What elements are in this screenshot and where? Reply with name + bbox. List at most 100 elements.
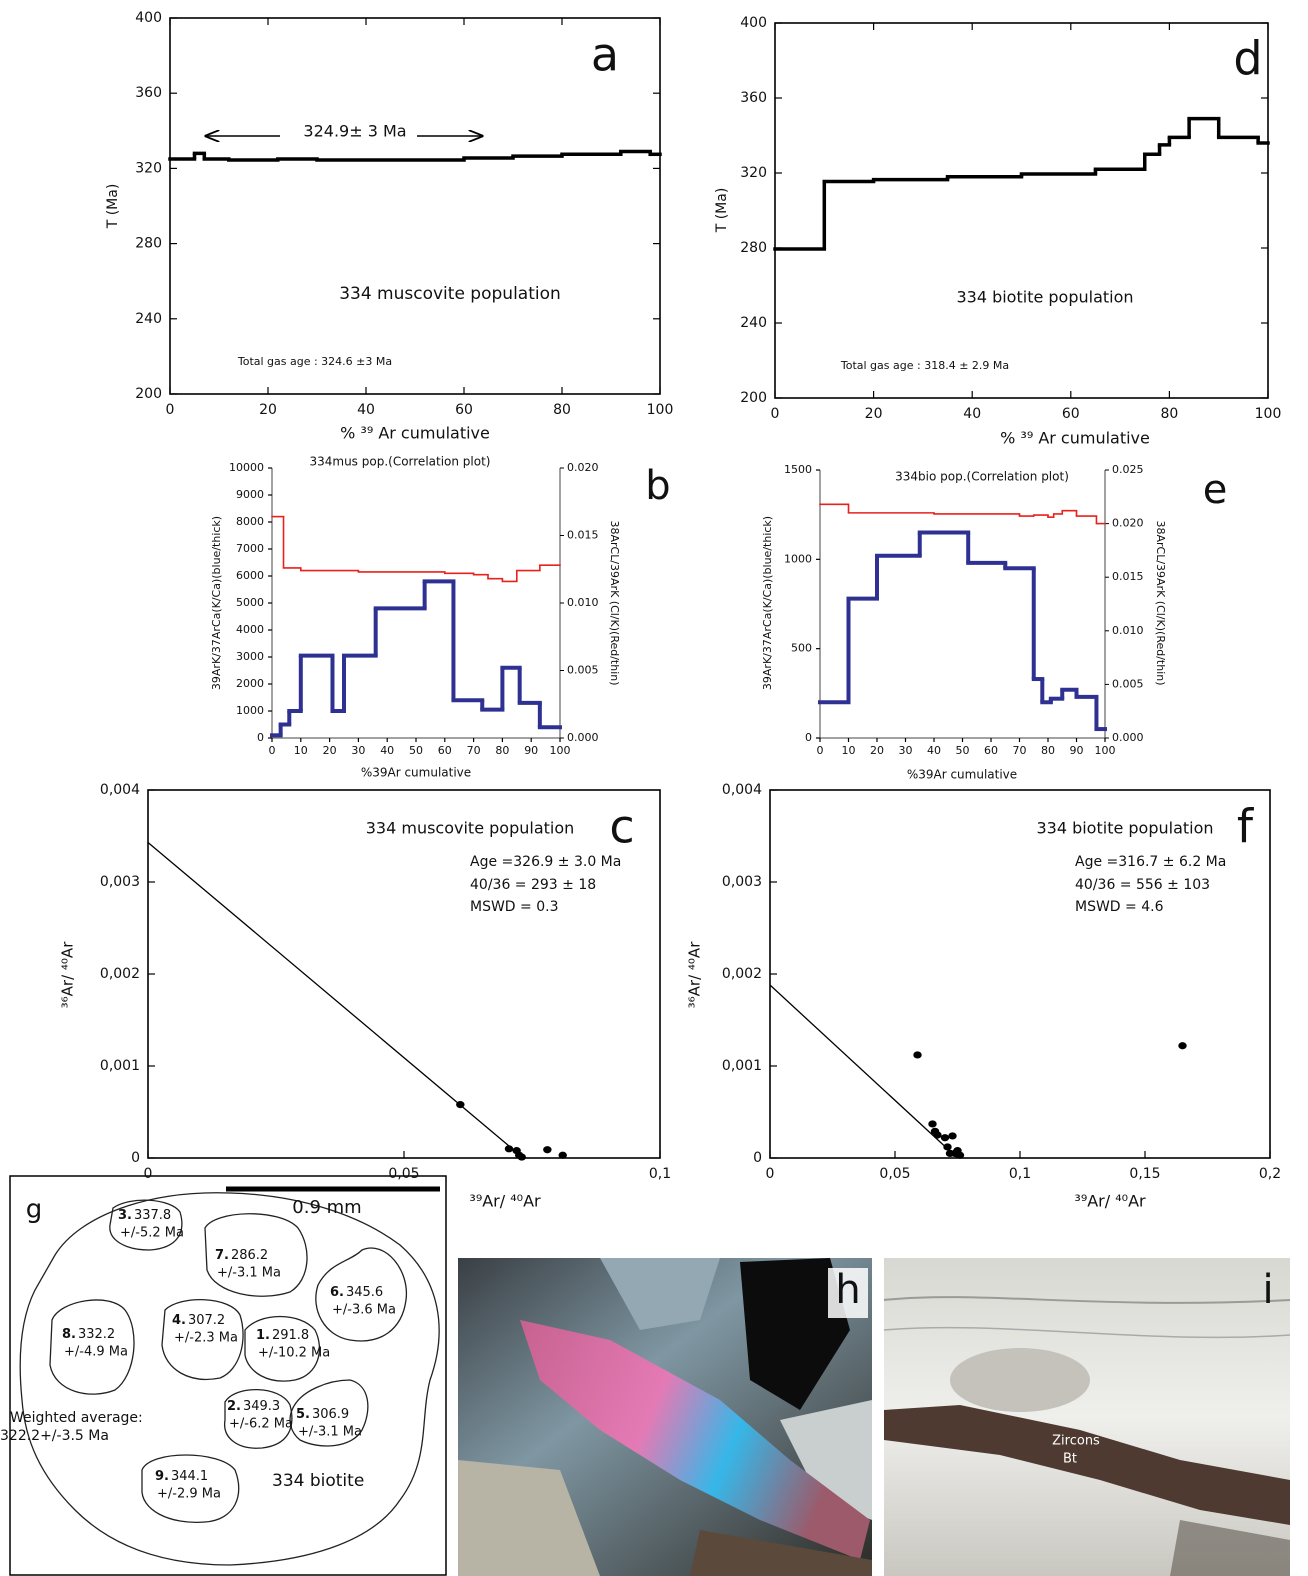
y2-tick-label: 0.005 — [567, 664, 599, 677]
y-tick-label: 1000 — [236, 704, 264, 717]
y-tick-label: 320 — [740, 165, 767, 181]
x-tick-label: 0 — [269, 744, 276, 757]
y-tick-label: 280 — [135, 236, 162, 252]
spot-outline — [204, 1213, 308, 1297]
panel-letter: b — [645, 463, 670, 509]
spot-age: 344.1 — [171, 1469, 208, 1484]
x-tick-label: 20 — [865, 406, 883, 422]
x-axis-label: ³⁹Ar/ ⁴⁰Ar — [1074, 1192, 1146, 1211]
y2-tick-label: 0.000 — [567, 731, 599, 744]
y-tick-label: 0 — [257, 731, 264, 744]
x-tick-label: 0,2 — [1259, 1166, 1281, 1182]
data-point — [943, 1143, 952, 1151]
spot-outline — [49, 1299, 135, 1395]
spot-outline — [315, 1247, 408, 1342]
spot-error: +/-3.1 Ma — [217, 1266, 281, 1281]
annotation: 334 muscovite population — [339, 284, 561, 304]
x-tick-label: 20 — [323, 744, 337, 757]
spot-error: +/-5.2 Ma — [120, 1226, 184, 1241]
x-axis-label: ³⁹Ar/ ⁴⁰Ar — [469, 1192, 541, 1211]
x-tick-label: 0 — [771, 406, 780, 422]
annotation: MSWD = 0.3 — [470, 899, 558, 915]
y-tick-label: 360 — [135, 85, 162, 101]
spot-age: 306.9 — [312, 1407, 349, 1422]
x-tick-label: 0 — [766, 1166, 775, 1182]
y-tick-label: 1000 — [784, 552, 812, 565]
data-point — [517, 1153, 526, 1161]
y-tick-label: 240 — [135, 311, 162, 327]
sample-label: 334 biotite — [272, 1471, 364, 1491]
y-tick-label: 0,004 — [722, 782, 762, 798]
x-tick-label: 10 — [842, 744, 856, 757]
spot-number: 4. — [172, 1313, 186, 1328]
spot-number: 8. — [62, 1327, 76, 1342]
spot-outline — [109, 1199, 183, 1251]
annotation: 334 biotite population — [1036, 819, 1213, 838]
y2-tick-label: 0.010 — [1112, 624, 1144, 637]
y2-axis-label: 38ArCL/39ArK (Cl/K)(Red/thin) — [1154, 520, 1167, 685]
x-tick-label: 50 — [956, 744, 970, 757]
x-tick-label: 0,05 — [388, 1166, 419, 1182]
data-point — [933, 1131, 942, 1139]
spot-number: 1. — [256, 1328, 270, 1343]
data-point — [913, 1051, 922, 1059]
x-tick-label: 40 — [963, 406, 981, 422]
weighted-average: 322.2+/-3.5 Ma — [0, 1428, 109, 1444]
x-tick-label: 0,15 — [1129, 1166, 1160, 1182]
plot-frame — [769, 789, 1271, 1159]
plot-frame — [169, 17, 661, 395]
spot-outline — [224, 1388, 293, 1449]
y-tick-label: 400 — [135, 10, 162, 26]
x-tick-label: 20 — [870, 744, 884, 757]
spot-age: 345.6 — [346, 1285, 383, 1300]
y-axis-label: 39ArK/37ArCa(K/Ca)(blue/thick) — [210, 516, 223, 690]
y-tick-label: 0,003 — [100, 874, 140, 890]
spot-age: 307.2 — [188, 1313, 225, 1328]
spot-number: 3. — [118, 1208, 132, 1223]
chart-panel: 0 0,05 0,1 0 0,001 0,002 0,003 0,004 c ³⁹Ar/ ⁴⁰Ar… — [59, 782, 672, 1211]
x-tick-label: 100 — [1255, 406, 1282, 422]
spot-label: 8. 332.2 — [62, 1327, 115, 1342]
y-tick-label: 0,001 — [100, 1058, 140, 1074]
y-tick-label: 200 — [740, 390, 767, 406]
y-tick-label: 6000 — [236, 569, 264, 582]
x-tick-label: 100 — [1095, 744, 1116, 757]
scale-bar-label: 0.9 mm — [292, 1197, 361, 1218]
spot-error: +/-2.3 Ma — [174, 1331, 238, 1346]
x-tick-label: 30 — [899, 744, 913, 757]
panel-letter: d — [1233, 32, 1262, 86]
spot-age: 337.8 — [134, 1208, 171, 1223]
annotation: Total gas age : 324.6 ±3 Ma — [237, 355, 392, 368]
x-tick-label: 30 — [351, 744, 365, 757]
y-tick-label: 360 — [740, 90, 767, 106]
spot-error: +/-6.2 Ma — [229, 1417, 293, 1432]
x-tick-label: 60 — [984, 744, 998, 757]
photo-label: Bt — [1063, 1452, 1077, 1467]
spot-error: +/-3.6 Ma — [332, 1303, 396, 1318]
spot-number: 7. — [215, 1248, 229, 1263]
y-tick-label: 0,001 — [722, 1058, 762, 1074]
annotation: 334 biotite population — [956, 288, 1133, 307]
y-tick-label: 1500 — [784, 463, 812, 476]
panel-letter: c — [609, 800, 634, 854]
spot-age: 291.8 — [272, 1328, 309, 1343]
x-tick-label: 100 — [647, 402, 674, 418]
spot-number: 6. — [330, 1285, 344, 1300]
y-tick-label: 240 — [740, 315, 767, 331]
photo-i — [883, 1258, 1291, 1576]
y-tick-label: 500 — [791, 642, 812, 655]
plot-frame — [147, 789, 661, 1159]
y-tick-label: 0 — [805, 731, 812, 744]
x-tick-label: 0,05 — [879, 1166, 910, 1182]
y-tick-label: 8000 — [236, 515, 264, 528]
annotation: Age =316.7 ± 6.2 Ma — [1075, 854, 1226, 870]
chart-panel: 0 0,05 0,1 0,15 0,2 0 0,001 0,002 0,003 0,004 f ³⁹A… — [686, 782, 1282, 1211]
spot-number: 9. — [155, 1469, 169, 1484]
y-tick-label: 0,002 — [100, 966, 140, 982]
chart-title: 334bio pop.(Correlation plot) — [895, 470, 1069, 484]
spot-label: 6. 345.6 — [330, 1285, 383, 1300]
spot-label: 5. 306.9 — [296, 1407, 349, 1422]
y-tick-label: 0,004 — [100, 782, 140, 798]
annotation: 40/36 = 556 ± 103 — [1075, 877, 1210, 893]
weighted-average: Weighted average: — [10, 1410, 143, 1426]
